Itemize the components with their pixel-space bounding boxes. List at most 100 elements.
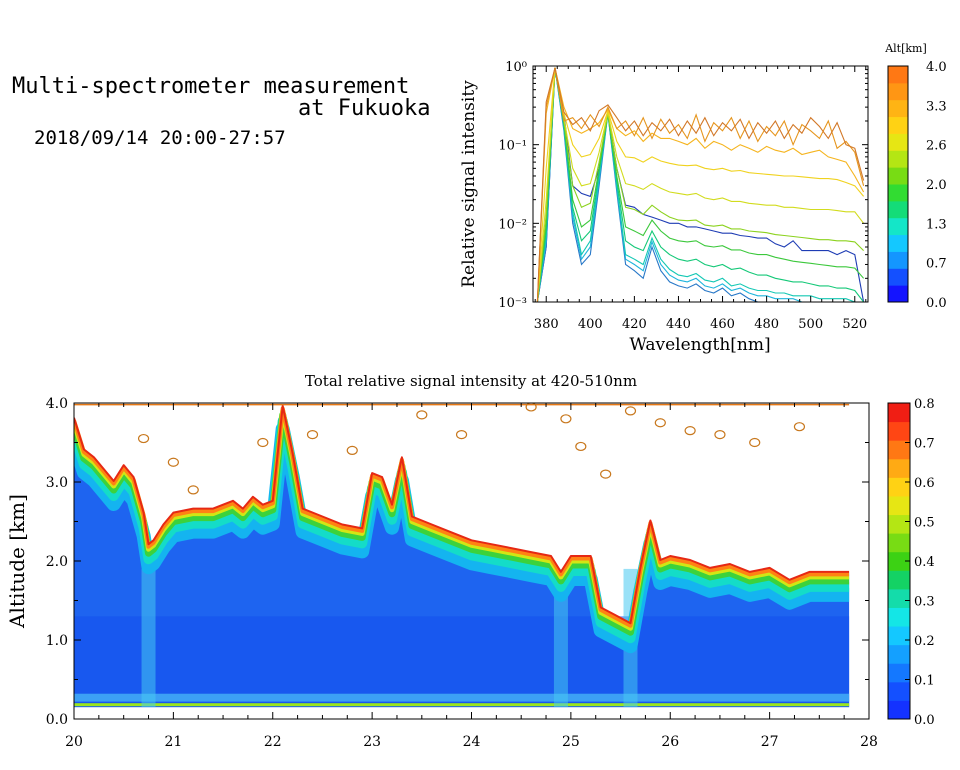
spectrum-colorbar-segment [888, 184, 908, 202]
spectrum-series-line-8 [536, 67, 865, 302]
heatmap-colorbar-tick-label: 0.0 [914, 713, 935, 728]
figure-title-line2: at Fukuoka [298, 96, 431, 121]
spectrum-colorbar-tick-label: 2.6 [926, 139, 947, 154]
heatmap-colorbar-segment [888, 588, 910, 608]
heatmap-speckle [714, 430, 726, 440]
spectrum-y-axis-label: Relative signal intensity [459, 80, 479, 288]
spectrum-colorbar-frame [887, 65, 909, 303]
heatmap-low-band [74, 693, 850, 702]
heatmap-speckle [624, 406, 637, 416]
heatmap-speckle [600, 469, 612, 479]
heatmap-x-tick-label: 24 [463, 734, 481, 750]
heatmap-y-tick-label: 1.0 [46, 633, 68, 649]
spectrum-colorbar-segment [888, 82, 908, 101]
spectrum-series-line-1 [536, 67, 864, 302]
heatmap-colorbar-tick-label: 0.8 [914, 397, 935, 412]
heatmap-speckle [654, 418, 666, 428]
spectrum-series-line-4 [536, 67, 865, 302]
spectrum-colorbar-tick-label: 4.0 [926, 60, 947, 75]
spectrum-colorbar-tick-label: 0.7 [926, 257, 947, 272]
altitude-heatmap-chart: Total relative signal intensity at 420-5… [5, 372, 935, 750]
spectrum-colorbar-tick-label: 2.0 [926, 178, 947, 193]
heatmap-speckle [684, 426, 696, 436]
spectrum-x-tick-label: 440 [666, 317, 691, 332]
heatmap-colorbar-tick-label: 0.6 [914, 476, 935, 491]
heatmap-colorbar-segment [888, 626, 910, 646]
spectrum-colorbar: 4.0 3.3 2.6 2.0 1.3 0.7 0.0 [887, 60, 947, 311]
spectrum-series-line-2 [536, 67, 864, 302]
heatmap-dip-column-1 [553, 568, 568, 708]
heatmap-x-tick-label: 21 [164, 734, 182, 750]
spectrum-colorbar-segment [888, 251, 908, 269]
spectrum-colorbar-label: Alt[km] [884, 42, 927, 55]
spectrum-colorbar-segment [888, 116, 908, 134]
spectrum-y-tick-label: 10⁰ [505, 60, 527, 75]
spectrum-series-line-3 [536, 67, 864, 302]
heatmap-speckle [187, 485, 199, 495]
heatmap-colorbar-segment [888, 458, 910, 478]
spectrum-colorbar-segment [888, 234, 908, 252]
spectrum-series-group [536, 67, 865, 302]
spectrum-y-tick-label: 10⁻¹ [498, 139, 527, 154]
heatmap-colorbar-segment [888, 495, 910, 516]
spectrum-plot-frame [532, 65, 869, 303]
spectrum-series-line-11 [536, 67, 865, 302]
spectrum-colorbar-segment [888, 268, 908, 286]
heatmap-y-tick-label: 2.0 [46, 554, 68, 570]
heatmap-colorbar-segment [888, 440, 910, 460]
spectrum-x-tick-label: 460 [710, 317, 735, 332]
spectrum-series-line-5 [536, 67, 865, 302]
spectrum-y-tick-label: 10⁻³ [498, 296, 527, 311]
spectrum-colorbar-segment [888, 200, 908, 219]
spectrum-colorbar-segment [888, 150, 908, 168]
spectrum-y-tick-label: 10⁻² [498, 217, 527, 232]
spectrum-series-line-10 [536, 67, 865, 302]
heatmap-colorbar-segment [888, 607, 910, 627]
heatmap-colorbar-tick-label: 0.2 [914, 634, 935, 649]
spectrum-colorbar-segment [888, 285, 908, 303]
spectrum-x-axis-label: Wavelength[nm] [629, 335, 770, 355]
heatmap-body [74, 403, 850, 708]
heatmap-speckle [167, 457, 179, 467]
heatmap-colorbar-segment [888, 570, 910, 590]
spectrum-colorbar-segment [888, 99, 908, 118]
heatmap-speckle [560, 414, 572, 424]
heatmap-speckle [137, 433, 150, 444]
heatmap-x-tick-label: 23 [363, 734, 381, 750]
heatmap-gradient-band-5 [74, 404, 850, 625]
figure-title-line1: Multi-spectrometer measurement [12, 74, 410, 99]
spectrum-colorbar-segment [888, 66, 908, 84]
spectrum-chart: 380 400 420 440 460 480 500 52010⁻³10⁻²10⁻¹10⁰ … [459, 42, 947, 355]
spectrum-x-tick-label: 500 [798, 317, 823, 332]
heatmap-colorbar-tick-label: 0.4 [914, 555, 935, 570]
heatmap-surface-band [74, 703, 850, 707]
heatmap-colorbar: 0.0 0.1 0.2 0.3 0.4 0.5 0.6 0.7 0.8 [887, 397, 935, 728]
spectrum-axes: 380 400 420 440 460 480 500 520 10⁻³ 10⁻² 10⁻¹ 10⁰ [498, 60, 868, 332]
heatmap-x-tick-label: 22 [264, 734, 282, 750]
heatmap-speckle [257, 437, 269, 448]
heatmap-y-tick-label: 0.0 [46, 712, 68, 728]
heatmap-speckle [306, 430, 319, 440]
heatmap-colorbar-segment [888, 551, 910, 571]
heatmap-colorbar-tick-label: 0.1 [914, 674, 935, 689]
heatmap-colorbar-segment [888, 403, 910, 423]
heatmap-x-tick-label: 25 [562, 734, 580, 750]
heatmap-y-axis-label: Altitude [km] [5, 494, 29, 629]
heatmap-speckle [749, 437, 761, 448]
heatmap-y-tick-label: 3.0 [46, 475, 68, 491]
heatmap-speckle [346, 445, 358, 455]
heatmap-speckle [416, 410, 428, 420]
heatmap-colorbar-segment [888, 644, 910, 664]
spectrum-colorbar-segment [888, 167, 908, 185]
heatmap-colorbar-tick-label: 0.5 [914, 516, 935, 531]
spectrum-colorbar-tick-label: 1.3 [926, 217, 947, 232]
heatmap-field-core [74, 616, 850, 708]
heatmap-x-tick-label: 26 [661, 734, 679, 750]
heatmap-speckle [455, 430, 468, 440]
spectrum-colorbar-tick-label: 3.3 [926, 99, 947, 114]
spectrum-series-line-0 [536, 67, 865, 302]
spectrum-x-tick-label: 420 [622, 317, 647, 332]
heatmap-colorbar-tick-label: 0.7 [914, 437, 935, 452]
heatmap-axes: 20 21 22 23 24 25 26 27 28 0.0 1.0 2.0 3.0 4.0 [46, 396, 878, 750]
